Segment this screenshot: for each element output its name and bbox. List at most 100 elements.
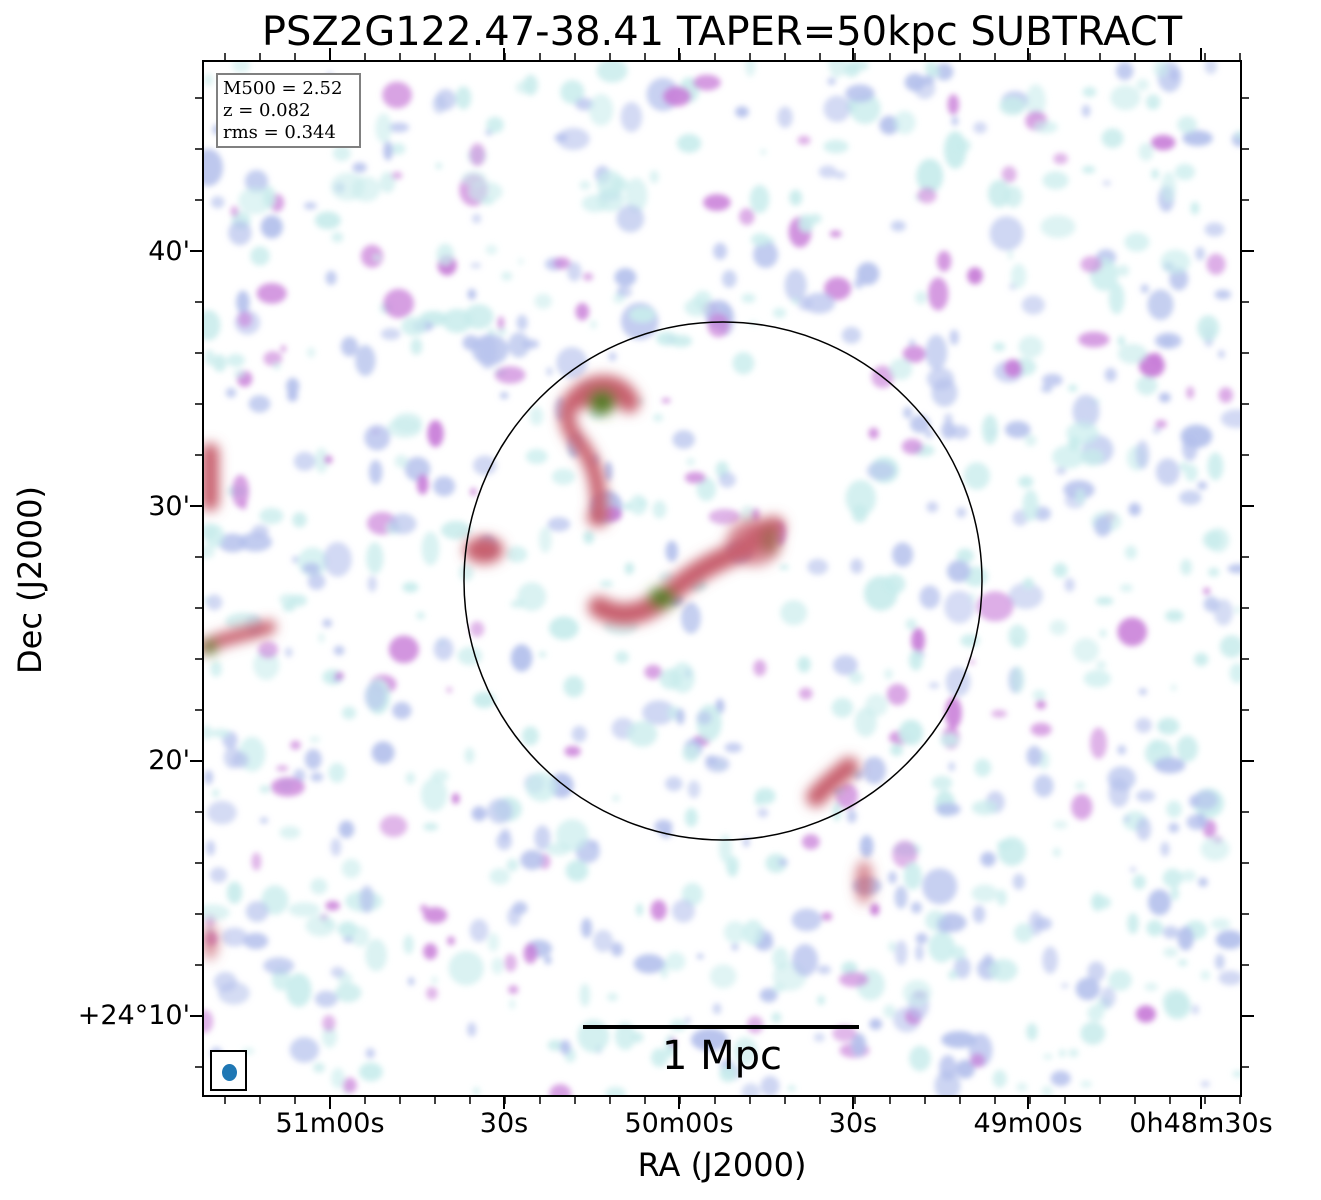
x-tick-label: 30s (828, 1108, 878, 1139)
noise-blob (791, 908, 822, 932)
noise-blob (292, 512, 307, 528)
noise-blob (949, 329, 959, 346)
noise-blob (680, 602, 701, 634)
noise-blob (1124, 816, 1130, 822)
noise-blob (330, 966, 345, 978)
noise-blob (684, 1016, 691, 1025)
noise-blob (944, 696, 962, 729)
noise-blob (760, 149, 766, 155)
noise-blob (1117, 617, 1148, 647)
noise-blob (982, 414, 998, 445)
noise-blob (280, 345, 286, 353)
noise-blob (1042, 171, 1069, 190)
emission-blob-w1 (204, 924, 218, 960)
noise-blob (1025, 84, 1046, 118)
noise-blob (471, 334, 509, 366)
noise-blob (307, 573, 326, 590)
noise-blob (1130, 867, 1136, 872)
noise-blob (1178, 959, 1188, 967)
noise-blob (1170, 886, 1179, 901)
noise-blob (741, 293, 756, 303)
noise-blob (1136, 376, 1158, 396)
noise-blob (233, 369, 246, 379)
noise-blob (310, 878, 328, 895)
noise-blob (845, 479, 877, 517)
y-tick-label: 30' (148, 491, 190, 522)
noise-blob (458, 564, 474, 582)
noise-blob (469, 621, 485, 638)
noise-blob (1132, 874, 1146, 890)
noise-blob (1053, 153, 1068, 165)
noise-blob (257, 641, 279, 659)
noise-blob (671, 899, 695, 923)
noise-blob (941, 1031, 977, 1049)
noise-blob (845, 84, 875, 103)
noise-blob (894, 885, 908, 909)
noise-blob (846, 809, 857, 824)
noise-blob (910, 901, 922, 914)
noise-blob (817, 995, 825, 1006)
noise-blob (440, 520, 472, 540)
noise-blob (801, 834, 820, 850)
noise-blob (733, 1036, 758, 1066)
noise-blob (614, 268, 637, 287)
noise-blob (279, 826, 301, 839)
noise-blob (1052, 445, 1085, 469)
noise-blob (615, 650, 629, 664)
noise-blob (547, 517, 571, 532)
noise-blob (500, 392, 509, 399)
noise-blob (455, 86, 472, 110)
noise-blob (1180, 424, 1213, 448)
noise-blob (571, 725, 587, 743)
noise-blob (1116, 264, 1130, 277)
noise-blob (333, 645, 345, 656)
noise-blob (218, 533, 247, 553)
noise-blob (1179, 461, 1188, 472)
m500-text: M500 = 2.52 (223, 78, 343, 99)
noise-blob (987, 179, 1011, 208)
noise-blob (565, 860, 589, 882)
noise-blob (969, 659, 975, 665)
noise-blob (322, 618, 333, 628)
noise-blob (946, 560, 971, 583)
noise-blob (750, 233, 770, 247)
noise-blob (368, 459, 383, 485)
noise-blob (955, 1059, 975, 1079)
noise-blob (420, 904, 428, 913)
noise-blob (627, 720, 658, 747)
noise-blob (859, 835, 874, 858)
noise-blob (1026, 1023, 1038, 1041)
noise-blob (1210, 918, 1231, 930)
noise-blob (607, 992, 618, 1002)
noise-blob (757, 808, 769, 818)
redshift-text: z = 0.082 (223, 100, 311, 121)
noise-blob (649, 170, 659, 184)
noise-blob (915, 944, 924, 962)
noise-blob (1018, 475, 1034, 488)
noise-blob (250, 246, 270, 266)
noise-blob (1075, 488, 1086, 505)
noise-blob (318, 632, 325, 644)
noise-blob (890, 220, 906, 232)
noise-blob (1033, 774, 1054, 798)
noise-blob (916, 158, 944, 194)
noise-blob (759, 988, 778, 1003)
noise-blob (742, 919, 764, 946)
noise-blob (1023, 577, 1034, 589)
noise-blob (314, 990, 338, 1008)
noise-blob (991, 709, 1007, 718)
noise-blob (665, 776, 683, 792)
noise-blob (284, 647, 293, 658)
noise-blob (1135, 790, 1156, 803)
noise-blob (1158, 392, 1171, 403)
noise-blob (403, 934, 414, 955)
noise-blob (364, 682, 386, 711)
noise-blob (341, 858, 361, 879)
noise-blob (612, 795, 620, 802)
noise-blob (1136, 817, 1152, 841)
rms-text: rms = 0.344 (223, 122, 336, 143)
noise-blob (992, 342, 1006, 352)
noise-blob (467, 288, 477, 300)
noise-blob (401, 316, 427, 336)
